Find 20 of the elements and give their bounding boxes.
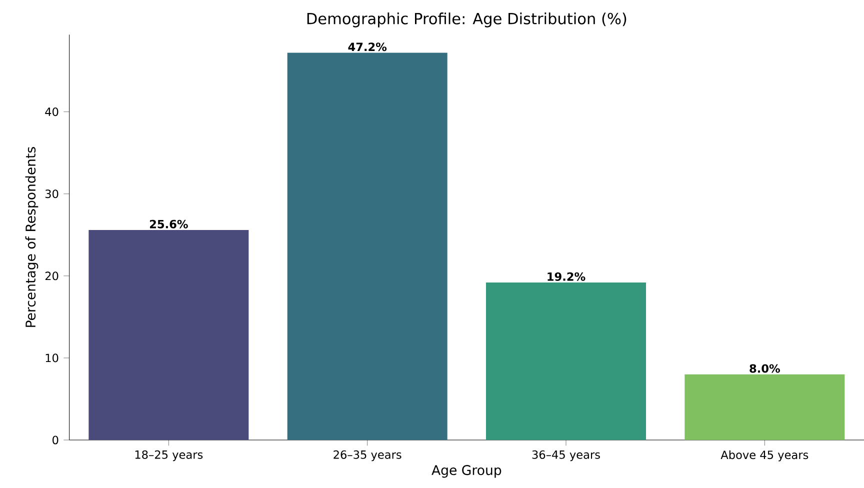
data-label: 47.2%: [348, 42, 387, 52]
x-tick-label: 36–45 years: [532, 450, 600, 462]
y-axis-title: Percentage of Respondents: [25, 147, 38, 327]
x-tick-label: 26–35 years: [334, 450, 402, 462]
x-tick-label: Above 45 years: [720, 450, 808, 462]
y-tick-label: 20: [45, 272, 58, 280]
data-label: 8.0%: [750, 364, 780, 373]
x-tick-label: 18–25 years: [135, 450, 203, 462]
y-tick-label: 40: [45, 108, 58, 116]
bar: [88, 230, 249, 440]
bar: [486, 282, 646, 440]
y-tick-label: 10: [46, 354, 58, 362]
chart-title: Demographic Profile: Age Distribution (%): [307, 12, 626, 28]
y-tick-label: 0: [52, 436, 58, 444]
data-label: 19.2%: [548, 272, 586, 281]
y-tick-label: 30: [45, 190, 58, 198]
bar: [287, 52, 448, 440]
x-axis-title: Age Group: [432, 465, 502, 478]
data-label: 25.6%: [150, 220, 188, 228]
bar: [684, 374, 845, 440]
